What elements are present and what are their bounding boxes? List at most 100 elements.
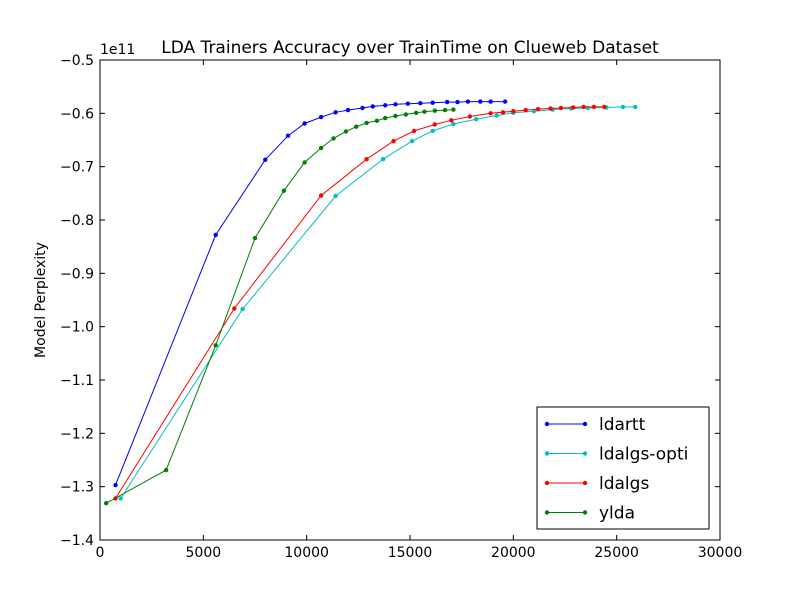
- y-axis-offset-label: 1e11: [100, 42, 135, 58]
- y-tick-label: −0.8: [60, 213, 94, 229]
- y-tick-label: −1.4: [60, 533, 94, 549]
- series-line-ldartt: [115, 101, 506, 486]
- series-ylda: [104, 107, 456, 506]
- legend-item-ylda: ylda: [544, 504, 635, 524]
- data-point-ldartt: [318, 114, 324, 120]
- data-point-ldartt: [285, 133, 291, 138]
- x-tick-label: 30000: [698, 545, 743, 561]
- data-point-ldalgs: [318, 193, 324, 198]
- legend-label: ylda: [599, 504, 635, 524]
- data-point-ylda: [213, 343, 218, 348]
- chart-title: LDA Trainers Accuracy over TrainTime on …: [161, 38, 659, 58]
- y-tick-label: −0.9: [60, 266, 94, 282]
- legend-label: ldalgs-opti: [599, 445, 688, 465]
- data-point-ylda: [163, 467, 169, 473]
- data-point-ldalgs: [591, 104, 597, 110]
- y-tick-label: −1.2: [60, 426, 94, 442]
- y-tick-label: −1.1: [60, 373, 94, 389]
- legend-marker: [544, 421, 550, 427]
- data-point-ldalgs: [500, 110, 506, 115]
- series-ldalgs: [113, 104, 607, 501]
- data-point-ldalgs: [449, 118, 454, 123]
- legend-item-ldalgs-opti: ldalgs-opti: [544, 445, 688, 465]
- data-point-ldartt: [370, 104, 375, 109]
- data-point-ldalgs: [602, 104, 607, 110]
- data-point-ldartt: [263, 157, 268, 162]
- legend-label: ldalgs: [599, 474, 649, 494]
- data-point-ldartt: [360, 105, 365, 111]
- legend-item-ldalgs: ldalgs: [544, 474, 649, 494]
- data-point-ldalgs: [571, 105, 576, 110]
- data-point-ylda: [318, 145, 324, 151]
- plot-area: [104, 99, 638, 506]
- data-point-ldartt: [333, 110, 338, 115]
- data-point-ldartt: [465, 99, 471, 104]
- y-tick-label: −0.5: [60, 53, 94, 69]
- y-tick-label: −1.0: [60, 320, 94, 336]
- y-tick-label: −1.3: [60, 480, 94, 496]
- data-point-ldartt: [488, 99, 493, 104]
- data-point-ldalgs: [391, 138, 396, 144]
- data-point-ldartt: [405, 101, 411, 106]
- legend-marker: [544, 451, 550, 456]
- legend-marker: [544, 480, 550, 486]
- data-point-ldalgs: [535, 106, 541, 112]
- legend-marker: [544, 510, 550, 515]
- data-point-ldalgs: [488, 111, 493, 116]
- axis-ticks: 0 5000 10000 15000 20000 25000 30000 −1.4 −1.3 −1…: [60, 53, 742, 561]
- data-point-ldalgs-opti: [620, 104, 626, 110]
- data-point-ldalgs: [467, 114, 473, 119]
- data-point-ldartt: [383, 103, 388, 108]
- data-point-ldalgs-opti: [451, 121, 456, 127]
- legend-label: ldartt: [599, 415, 646, 435]
- legend: ldartt ldalgs-opti ldalgs ylda: [536, 406, 710, 530]
- data-point-ldartt: [113, 482, 118, 488]
- data-point-ylda: [403, 112, 409, 117]
- data-point-ylda: [364, 120, 369, 126]
- data-point-ldalgs-opti: [531, 109, 537, 114]
- y-tick-label: −0.7: [60, 160, 94, 176]
- y-tick-label: −0.6: [60, 106, 94, 122]
- legend-marker: [582, 421, 588, 427]
- data-point-ldalgs-opti: [409, 138, 415, 144]
- data-point-ldalgs: [548, 106, 553, 111]
- data-point-ldalgs-opti: [494, 113, 499, 118]
- legend-marker: [582, 480, 588, 486]
- data-point-ylda: [354, 124, 359, 129]
- data-point-ldalgs: [523, 107, 528, 113]
- data-point-ylda: [252, 235, 258, 241]
- data-point-ldartt: [418, 101, 423, 106]
- data-point-ldalgs: [581, 104, 586, 110]
- data-point-ldartt: [502, 99, 508, 104]
- data-point-ldalgs: [511, 109, 516, 114]
- data-point-ylda: [442, 107, 448, 113]
- x-tick-label: 15000: [388, 545, 433, 561]
- x-tick-label: 25000: [594, 545, 639, 561]
- series-ldartt: [113, 99, 508, 488]
- data-point-ldalgs: [411, 128, 417, 134]
- data-point-ldartt: [393, 102, 398, 107]
- x-tick-label: 5000: [186, 545, 222, 561]
- data-point-ldartt: [478, 99, 483, 104]
- data-point-ldartt: [213, 232, 218, 238]
- plot-frame: [99, 59, 721, 541]
- data-point-ldalgs-opti: [430, 128, 435, 134]
- data-point-ldalgs-opti: [473, 117, 479, 122]
- x-tick-label: 20000: [491, 545, 536, 561]
- data-point-ylda: [331, 136, 336, 141]
- legend-frame: [536, 406, 710, 530]
- data-point-ylda: [422, 109, 427, 114]
- data-point-ylda: [281, 188, 287, 193]
- data-point-ylda: [343, 129, 349, 134]
- data-point-ldartt: [445, 99, 450, 105]
- data-point-ylda: [414, 110, 419, 116]
- data-point-ylda: [451, 107, 456, 112]
- data-point-ylda: [104, 501, 109, 506]
- data-point-ylda: [432, 108, 437, 113]
- data-point-ylda: [383, 115, 388, 121]
- data-point-ldartt: [430, 100, 435, 105]
- data-point-ylda: [374, 118, 380, 124]
- data-point-ldalgs: [364, 157, 369, 162]
- data-point-ylda: [393, 113, 398, 119]
